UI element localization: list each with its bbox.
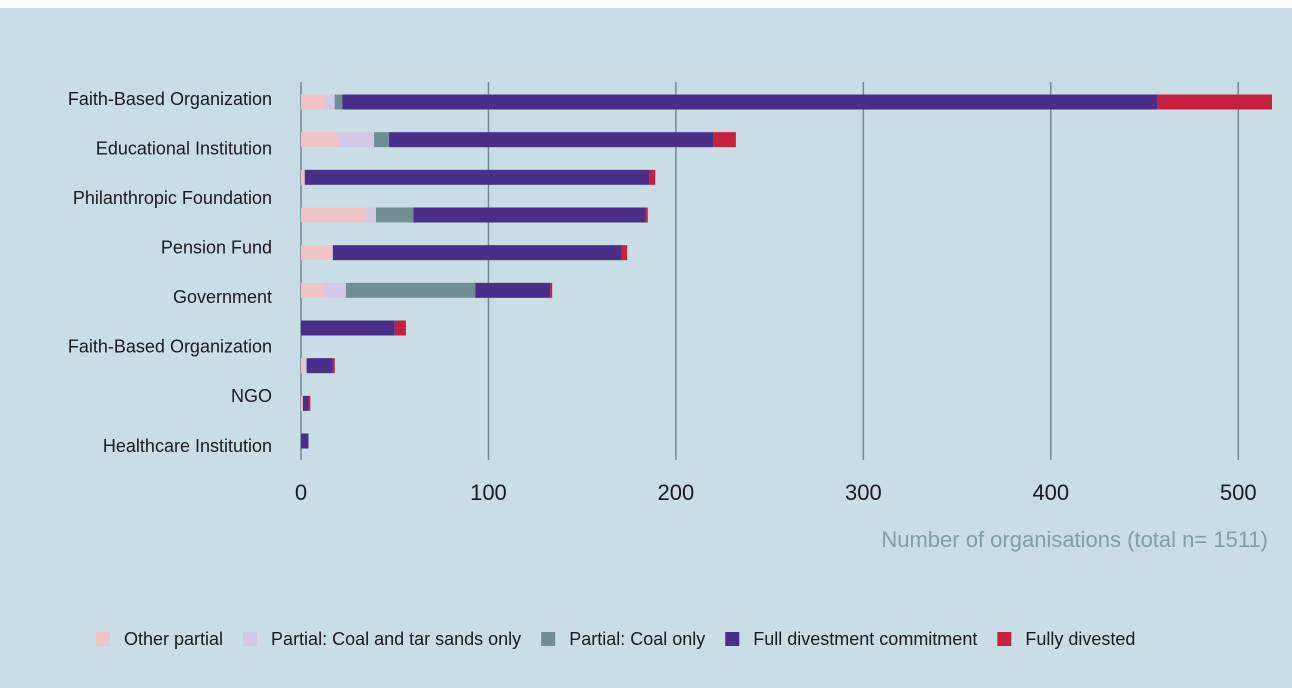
legend-swatch	[541, 632, 556, 646]
bar-segment	[301, 358, 305, 374]
x-tick-label: 500	[1220, 480, 1257, 505]
y-tick-label: Philanthropic Foundation	[73, 188, 272, 208]
bar-segment	[645, 207, 648, 223]
bar-segment	[304, 169, 650, 185]
y-tick-label: Pension Fund	[161, 237, 272, 257]
x-tick-label: 400	[1032, 480, 1069, 505]
bar-segment	[413, 207, 646, 223]
bar-segment	[550, 282, 553, 298]
bar-segment	[301, 433, 309, 449]
legend-label: Partial: Coal and tar sands only	[271, 629, 521, 649]
bar-segment	[345, 282, 476, 298]
bar-segment	[301, 94, 326, 110]
x-axis-label: Number of organisations (total n= 1511)	[881, 527, 1268, 552]
bar-segment	[475, 282, 551, 298]
bar-segment	[301, 395, 303, 411]
bar-segment	[325, 94, 335, 110]
x-tick-label: 300	[845, 480, 882, 505]
legend-label: Full divestment commitment	[753, 629, 977, 649]
legend-swatch	[96, 632, 110, 646]
bar-segment	[342, 94, 1158, 110]
bar-segment	[375, 207, 414, 223]
bar-segment	[332, 245, 622, 261]
legend-swatch	[243, 632, 258, 646]
background	[0, 8, 1292, 688]
bar-segment	[338, 132, 375, 148]
bar-segment	[649, 169, 656, 185]
bar-segment	[394, 320, 406, 336]
bar-segment	[334, 94, 343, 110]
legend-swatch	[997, 632, 1012, 646]
bar-segment	[1157, 94, 1272, 110]
x-tick-label: 0	[295, 480, 307, 505]
bar-segment	[389, 132, 714, 148]
y-tick-label: Faith-Based Organization	[68, 89, 272, 109]
bar-segment	[308, 395, 311, 411]
legend-swatch	[725, 632, 740, 646]
bar-segment	[301, 169, 305, 185]
bar-segment	[330, 245, 333, 261]
bar-segment	[325, 282, 346, 298]
bar-segment	[621, 245, 628, 261]
legend-label: Fully divested	[1025, 629, 1135, 649]
bar-segment	[306, 358, 333, 374]
bar-segment	[374, 132, 390, 148]
bar-segment	[301, 132, 339, 148]
legend-label: Other partial	[124, 629, 223, 649]
bar-segment	[301, 207, 367, 223]
x-tick-label: 100	[470, 480, 507, 505]
bar-segment	[301, 282, 326, 298]
bar-segment	[301, 245, 331, 261]
bar-segment	[713, 132, 736, 148]
y-tick-label: Government	[173, 287, 272, 307]
y-tick-label: Faith-Based Organization	[68, 337, 272, 357]
x-tick-label: 200	[658, 480, 695, 505]
bar-segment	[366, 207, 376, 223]
y-tick-label: Healthcare Institution	[103, 436, 272, 456]
legend-label: Partial: Coal only	[569, 629, 705, 649]
y-tick-label: NGO	[231, 386, 272, 406]
bar-segment	[332, 358, 335, 374]
bar-segment	[301, 320, 395, 336]
y-tick-label: Educational Institution	[96, 138, 272, 158]
bar-segment	[304, 358, 307, 374]
bar-segment	[302, 395, 309, 411]
